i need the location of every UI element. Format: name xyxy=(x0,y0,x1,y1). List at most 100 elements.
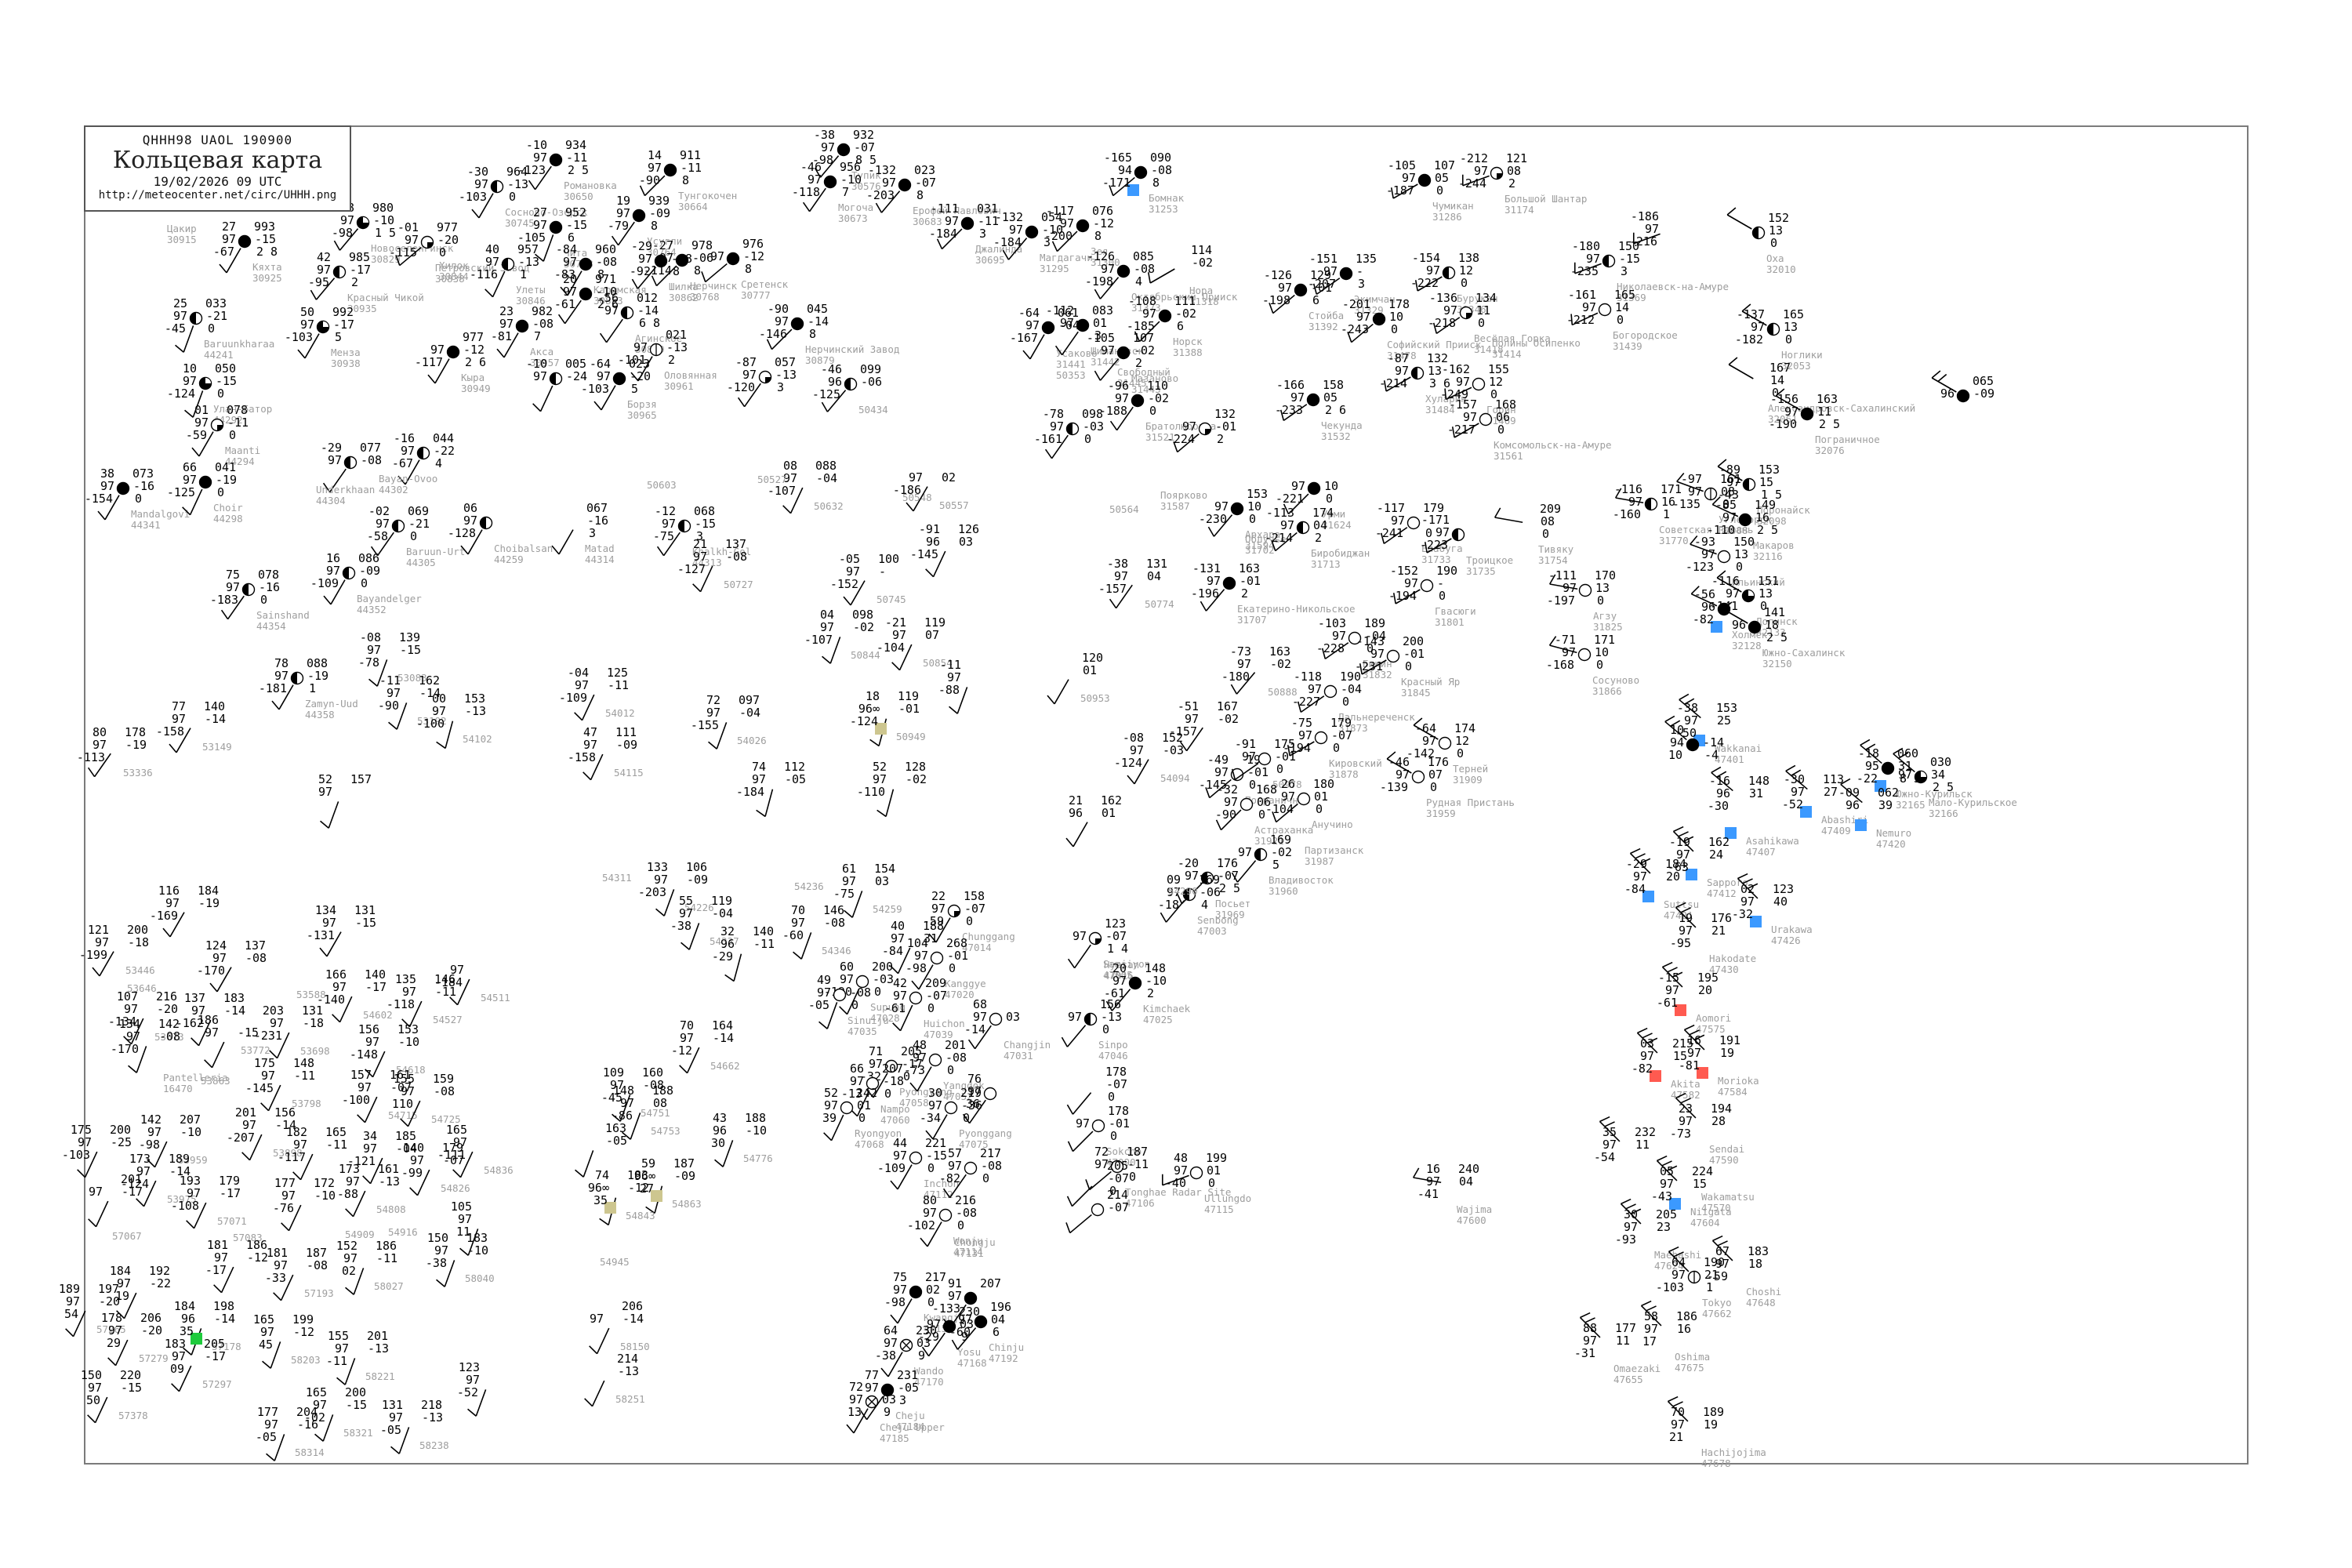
station-name: Maanti xyxy=(225,445,261,456)
station-pressure: 031 xyxy=(977,201,999,216)
wind-barb-icon xyxy=(88,1200,109,1228)
station-id: 53149 xyxy=(202,741,232,753)
station-symbol-icon xyxy=(1054,318,1090,356)
wind-barb-icon xyxy=(1094,277,1120,299)
station-temperature: -165 xyxy=(1103,151,1132,165)
station-temperature: 70 xyxy=(679,1018,694,1033)
station-id: 31445 xyxy=(1117,377,1147,389)
station-weather-code: 97 xyxy=(1462,410,1477,424)
cloud-cover-icon xyxy=(1598,303,1612,317)
station-temperature: 19 xyxy=(1678,911,1693,925)
station-symbol-icon xyxy=(1109,584,1133,609)
station-temperature: -132 xyxy=(867,163,896,177)
cloud-cover-icon xyxy=(416,446,430,460)
station-pressure: 121 xyxy=(1506,151,1528,165)
station-name: Рудная Пристань xyxy=(1426,797,1515,808)
station-pressure: 062 xyxy=(1878,786,1900,800)
wind-barb-icon xyxy=(575,1150,594,1178)
station-weather-code: 97 xyxy=(820,140,835,154)
station-cloud-group: 0 xyxy=(1596,658,1604,672)
station-temperature: -78 xyxy=(1042,407,1064,421)
station-dewpoint: -200 xyxy=(1044,229,1073,243)
station-temperature: 21 xyxy=(1068,793,1083,808)
station-dewpoint: -103 xyxy=(284,330,313,344)
station-name: Kimchaek xyxy=(1143,1003,1191,1014)
station-pressure-tendency: -10 xyxy=(1042,223,1064,237)
station-weather-code: 97 xyxy=(1602,1138,1617,1152)
station-dewpoint: -111 xyxy=(437,1148,466,1162)
cloud-cover-icon xyxy=(1459,306,1473,320)
station-pressure-tendency: -24 xyxy=(566,369,588,383)
station-pressure: 176 xyxy=(1428,755,1450,769)
station-pressure: 195 xyxy=(1697,971,1719,985)
station-symbol-icon xyxy=(1051,219,1090,252)
station-dewpoint: -146 xyxy=(758,327,787,341)
station-name: Тунгокочен xyxy=(678,190,738,201)
station-id: 31373 xyxy=(1131,302,1161,314)
station-name: Matad xyxy=(585,543,615,554)
station-pressure: 180 xyxy=(1313,777,1335,791)
station-symbol-icon xyxy=(936,216,975,250)
station-temperature: -113 xyxy=(1265,506,1294,520)
station-name: Могоча xyxy=(838,201,874,213)
cloud-cover-icon xyxy=(549,220,563,234)
station-temperature: 20 xyxy=(562,272,577,286)
cloud-cover-icon xyxy=(343,456,358,470)
cloud-cover-icon xyxy=(1083,1012,1098,1026)
station-pressure-tendency: -05 xyxy=(785,772,807,786)
station-symbol-icon xyxy=(1022,321,1055,360)
station-dewpoint: -184 xyxy=(735,785,764,799)
wind-barb-icon xyxy=(1147,268,1175,284)
station-pressure: 148 xyxy=(1145,961,1167,975)
station-id: 30935 xyxy=(347,303,377,314)
station-dewpoint: -98 xyxy=(331,226,353,240)
station-dewpoint: -31 xyxy=(1573,1346,1595,1360)
station-pressure-tendency: -13 xyxy=(618,1364,640,1378)
bulletin-code: QHHH98 UAOL 190900 xyxy=(142,132,293,147)
station-id: 44259 xyxy=(494,554,524,565)
station-symbol-icon xyxy=(281,1204,302,1232)
station-symbol-icon xyxy=(584,1380,605,1407)
station-pressure: 128 xyxy=(905,760,927,774)
station-dewpoint: -104 xyxy=(876,641,905,655)
station-name: Оловянная xyxy=(664,369,717,381)
station-temperature: 23 xyxy=(499,304,514,318)
station-weather-code: 97 xyxy=(225,580,240,594)
station-temperature: -08 xyxy=(1122,731,1144,745)
station-temperature: 49 xyxy=(816,973,831,987)
station-id: 31441 xyxy=(1056,358,1086,370)
station-pressure-tendency: 18 xyxy=(1765,618,1780,632)
station-dewpoint: -110 xyxy=(856,785,885,799)
wind-barb-icon xyxy=(557,299,582,325)
station-dewpoint: -230 xyxy=(1198,512,1227,526)
cloud-cover-icon xyxy=(938,1208,953,1222)
station-temperature: 124 xyxy=(205,938,227,953)
station-pressure: 206 xyxy=(622,1299,644,1313)
wind-barb-icon xyxy=(310,278,336,300)
station-symbol-icon xyxy=(436,720,454,750)
station-cloud-group: 8 xyxy=(745,262,753,276)
station-pressure-tendency: -16 xyxy=(587,514,609,528)
station-pressure-tendency: -05 xyxy=(606,1134,628,1148)
station-temperature: 178 xyxy=(100,1311,122,1325)
station-dewpoint: -102 xyxy=(906,1218,935,1232)
station-weather-code: 97 xyxy=(339,213,354,227)
station-dewpoint: -196 xyxy=(1190,586,1219,601)
station-cloud-group: 4 xyxy=(1201,898,1209,912)
station-pressure-tendency: -14 xyxy=(637,303,659,318)
station-name: Choshi xyxy=(1746,1286,1782,1298)
station-temperature: 08 xyxy=(782,459,797,473)
station-id: 47678 xyxy=(1701,1457,1731,1469)
station-weather-code: 97 xyxy=(1664,983,1679,997)
station-id: 50727 xyxy=(724,579,753,590)
station-name: Нора xyxy=(1189,285,1214,296)
station-weather-code: 96 xyxy=(827,375,842,389)
station-id: 54836 xyxy=(484,1164,514,1176)
station-weather-code: 97 xyxy=(1206,574,1221,588)
station-dewpoint: -127 xyxy=(677,562,706,576)
station-pressure-tendency: -16 xyxy=(259,580,281,594)
station-dewpoint: -90 xyxy=(377,699,399,713)
station-pressure-tendency: -06 xyxy=(692,251,714,265)
station-weather-code: 97 xyxy=(1059,316,1074,330)
station-id: 54776 xyxy=(743,1152,773,1164)
